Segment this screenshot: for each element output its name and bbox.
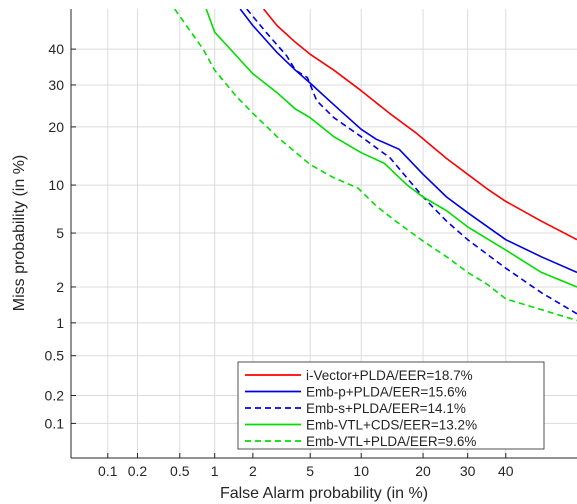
series-line-4 [205,9,577,288]
x-axis-label: False Alarm probability (in %) [220,485,428,502]
x-tick-label: 5 [306,463,314,479]
y-tick-label: 30 [48,77,64,93]
legend: i-Vector+PLDA/EER=18.7% Emb-p+PLDA/EER=15… [237,361,545,450]
series-line-3 [246,9,577,315]
x-tick-label: 0.1 [98,463,118,479]
y-tick-label: 0.5 [45,348,65,364]
y-tick-label: 10 [48,177,64,193]
legend-entry-1: i-Vector+PLDA/EER=18.7% [306,368,473,383]
series-line-2 [239,9,577,274]
tick-labels: 0.1 0.2 0.5 1 2 5 10 20 30 40 0.1 0.2 0.5 1 2 5 10 20 30 40 [45,41,514,479]
x-tick-label: 0.5 [170,463,190,479]
series-line-5 [174,9,577,322]
x-tick-label: 20 [415,463,431,479]
x-tick-label: 30 [460,463,476,479]
x-tick-label: 1 [211,463,219,479]
x-tick-label: 10 [353,463,369,479]
y-tick-label: 2 [56,279,64,295]
x-tick-label: 2 [249,463,257,479]
legend-entry-4: Emb-VTL+CDS/EER=13.2% [306,418,477,433]
legend-entry-2: Emb-p+PLDA/EER=15.6% [306,385,467,400]
legend-box [237,361,545,450]
y-tick-label: 5 [56,225,64,241]
legend-entry-3: Emb-s+PLDA/EER=14.1% [306,401,466,416]
y-axis-label: Miss probability (in %) [11,155,28,311]
y-tick-label: 0.2 [45,387,65,403]
y-tick-label: 0.1 [45,415,65,431]
y-tick-label: 20 [48,119,64,135]
series-line-1 [262,9,577,241]
x-tick-label: 40 [498,463,514,479]
y-tick-label: 1 [56,315,64,331]
series-layer [174,9,577,322]
y-tick-label: 40 [48,41,64,57]
legend-entry-5: Emb-VTL+PLDA/EER=9.6% [306,434,476,449]
x-tick-label: 0.2 [128,463,148,479]
